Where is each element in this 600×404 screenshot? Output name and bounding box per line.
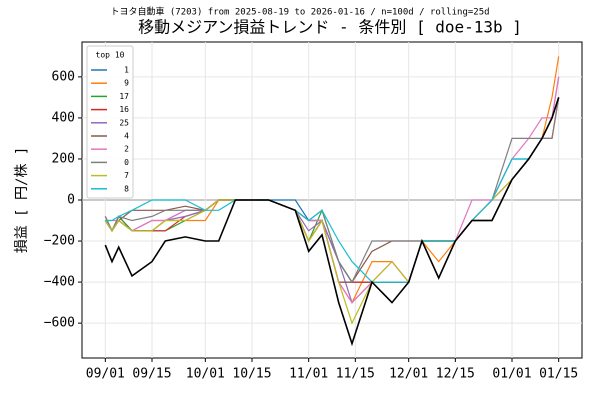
legend-label: 16 xyxy=(119,105,129,114)
legend-label: 2 xyxy=(124,145,129,154)
legend-label: 1 xyxy=(124,66,129,75)
y-tick-label: 0 xyxy=(67,193,75,208)
y-tick-label: −400 xyxy=(44,275,75,290)
series-line xyxy=(104,97,560,347)
x-tick-label: 01/15 xyxy=(539,367,578,382)
x-tick-label: 10/01 xyxy=(186,367,225,382)
y-axis-label: 損益 [ 円/株 ] xyxy=(14,147,30,254)
legend-box xyxy=(86,45,134,199)
x-tick-label: 09/15 xyxy=(132,367,171,382)
chart-subtitle: トヨタ自動車 (7203) from 2025-08-19 to 2026-01… xyxy=(110,6,489,18)
y-tick-label: 200 xyxy=(52,151,75,166)
legend-title: top 10 xyxy=(96,51,125,60)
y-tick-label: −600 xyxy=(44,316,75,331)
series-line xyxy=(104,97,560,284)
x-tick-label: 10/15 xyxy=(232,367,271,382)
legend-label: 4 xyxy=(124,132,129,141)
legend-label: 7 xyxy=(124,171,129,180)
x-tick-label: 09/01 xyxy=(86,367,125,382)
chart-title: 移動メジアン損益トレンド - 条件別 [ doe-13b ] xyxy=(138,18,522,37)
legend: top 10 1 9 17 16 25 4 2 0 7 8 xyxy=(86,45,134,199)
x-tick-label: 01/01 xyxy=(492,367,531,382)
legend-label: 0 xyxy=(124,158,129,167)
x-tick-label: 12/15 xyxy=(436,367,475,382)
legend-label: 8 xyxy=(124,184,129,193)
y-tick-label: 600 xyxy=(52,69,75,84)
x-tick-label: 12/01 xyxy=(389,367,428,382)
x-tick-label: 11/15 xyxy=(336,367,375,382)
legend-label: 17 xyxy=(119,92,129,101)
legend-label: 25 xyxy=(119,118,129,127)
series-line xyxy=(105,97,560,283)
legend-label: 9 xyxy=(124,79,129,88)
y-tick-label: 400 xyxy=(52,110,75,125)
series-line xyxy=(104,97,560,325)
y-tick-label: −200 xyxy=(44,234,75,249)
x-tick-label: 11/01 xyxy=(289,367,328,382)
